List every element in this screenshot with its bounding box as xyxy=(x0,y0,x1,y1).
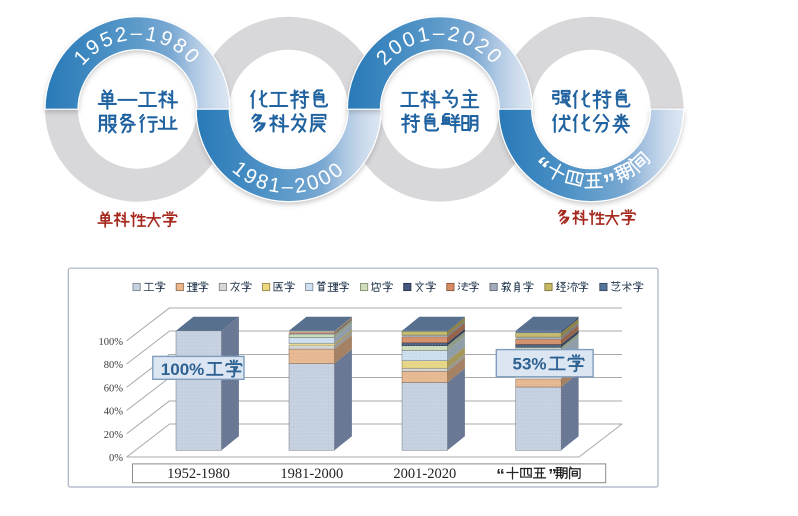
svg-text:2001-2020: 2001-2020 xyxy=(393,466,456,482)
svg-text:100%: 100% xyxy=(99,337,124,348)
svg-text:1952-1980: 1952-1980 xyxy=(167,466,230,482)
svg-text:0%: 0% xyxy=(109,453,123,464)
svg-text:1981-2000: 1981-2000 xyxy=(280,466,343,482)
svg-text:20%: 20% xyxy=(104,430,124,441)
svg-text:40%: 40% xyxy=(104,407,124,418)
svg-text:100%: 100% xyxy=(161,360,204,379)
svg-text:”: ” xyxy=(548,466,557,485)
svg-text:80%: 80% xyxy=(104,360,124,371)
svg-text:60%: 60% xyxy=(104,383,124,394)
svg-text:53%: 53% xyxy=(513,355,547,374)
svg-text:“: “ xyxy=(496,466,505,485)
